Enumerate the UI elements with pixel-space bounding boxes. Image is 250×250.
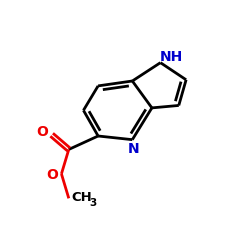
Text: NH: NH bbox=[160, 50, 183, 64]
Text: O: O bbox=[36, 125, 48, 139]
Text: CH: CH bbox=[71, 191, 92, 204]
Text: 3: 3 bbox=[90, 198, 97, 208]
Text: N: N bbox=[128, 142, 139, 156]
Text: O: O bbox=[46, 168, 58, 182]
